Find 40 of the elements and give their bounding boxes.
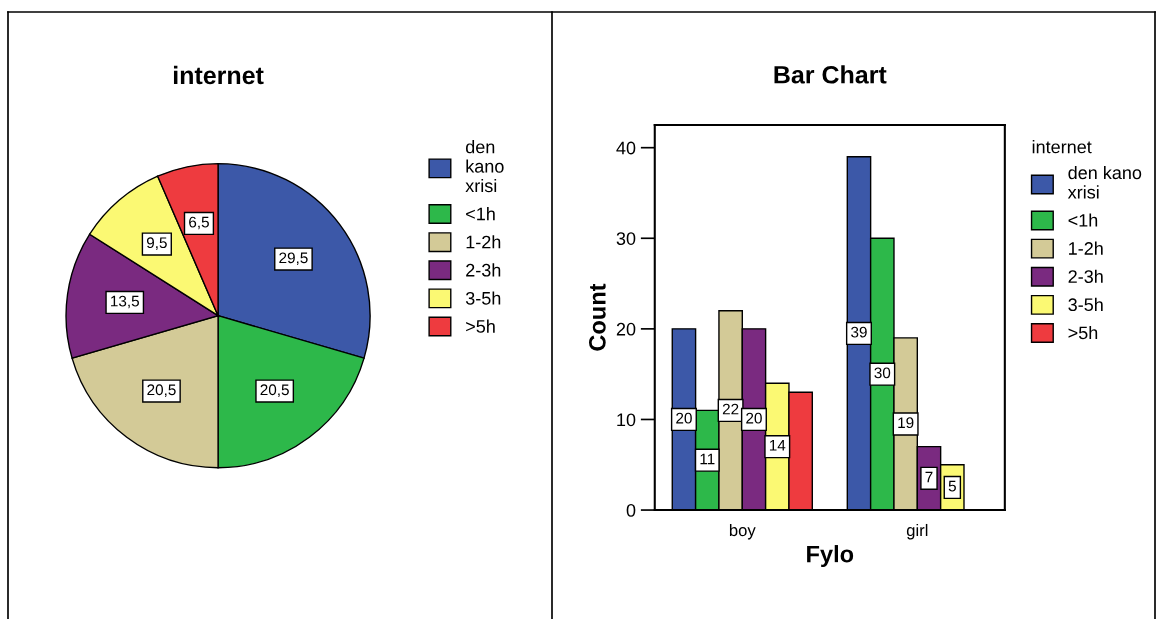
legend-label: 3-5h (1068, 297, 1103, 312)
y-tick-label: 0 (626, 503, 636, 517)
data-label: 20 (746, 412, 762, 424)
legend-label: <1h (466, 207, 495, 221)
chart-title: internet (173, 65, 264, 85)
y-tick-label: 10 (617, 413, 636, 427)
legend-label: >5h (1068, 325, 1098, 340)
y-tick-label: 20 (616, 322, 636, 336)
data-label: 20,5 (147, 384, 176, 397)
data-label: 13,5 (111, 295, 139, 309)
y-tick-label: 40 (616, 141, 636, 155)
data-label: 5 (948, 480, 956, 492)
legend-label: 1-2h (1069, 241, 1103, 255)
legend-label: den kano xrisi (1067, 165, 1142, 199)
chart-title: Bar Chart (774, 65, 887, 84)
legend-label: >5h (466, 319, 495, 333)
data-label: 29,5 (279, 252, 308, 265)
data-label: 39 (851, 326, 867, 338)
legend-label: 2-3h (1068, 269, 1103, 283)
y-tick-label: 30 (616, 232, 636, 245)
data-label: 22 (722, 403, 739, 415)
data-label: 9,5 (146, 237, 167, 250)
legend-label: 1-2h (466, 235, 501, 249)
data-label: 7 (925, 471, 933, 483)
data-label: 6,5 (189, 216, 209, 230)
data-label: 14 (769, 440, 786, 451)
data-label: 30 (874, 367, 891, 379)
legend-label: 2-3h (466, 263, 501, 277)
x-tick-label: boy (729, 523, 756, 540)
legend-title: internet (1032, 140, 1092, 154)
data-label: 20 (676, 412, 692, 424)
legend-label: den kano xrisi (465, 140, 504, 193)
legend-label: 3-5h (465, 291, 501, 305)
legend-label: <1h (1068, 213, 1098, 227)
data-label: 19 (898, 417, 914, 429)
data-label: 11 (700, 453, 715, 465)
x-axis-title: Fylo (807, 545, 854, 568)
data-label: 20,5 (260, 384, 289, 397)
x-tick-label: girl (906, 523, 928, 540)
y-axis-title: Count (589, 283, 606, 351)
